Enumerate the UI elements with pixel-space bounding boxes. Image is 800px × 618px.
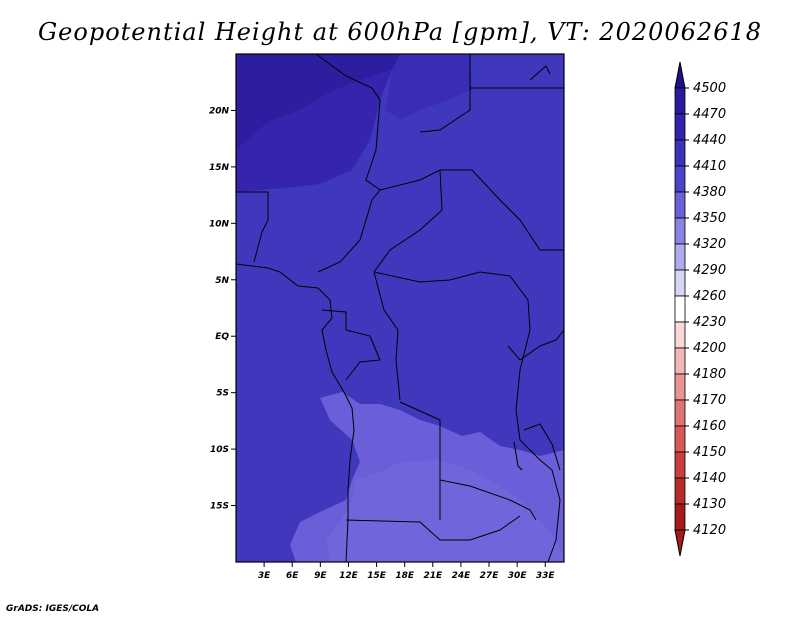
map-title: Geopotential Height at 600hPa [gpm], VT:… xyxy=(38,18,762,46)
lat-tick-label: 10N xyxy=(209,219,230,229)
colorbar-label: 4200 xyxy=(693,341,726,356)
lat-tick-label: 5N xyxy=(215,276,229,286)
colorbar-box xyxy=(674,217,686,245)
lat-tick-label: EQ xyxy=(215,332,229,342)
colorbar-box xyxy=(674,477,686,505)
height-field-high-north-central xyxy=(386,54,472,120)
lon-tick-label: 27E xyxy=(480,571,500,581)
colorbar-label: 4290 xyxy=(693,263,726,278)
latitude-axis: 20N 15N 10N 5N EQ 5S 10S 15S xyxy=(209,106,236,512)
colorbar-box xyxy=(674,113,686,141)
grads-credit: GrADS: IGES/COLA xyxy=(6,604,100,614)
lat-tick-label: 15N xyxy=(209,163,230,173)
lon-tick-label: 12E xyxy=(339,571,359,581)
height-field-high-north xyxy=(236,54,400,150)
height-field-low-south-inner xyxy=(326,460,564,562)
lon-tick-label: 30E xyxy=(508,571,528,581)
lon-tick-label: 6E xyxy=(286,571,299,581)
colorbar-box xyxy=(674,347,686,375)
lat-tick-label: 15S xyxy=(210,502,229,512)
map-frame xyxy=(235,53,565,563)
colorbar: 4500 4470 4440 4410 4380 4350 4320 4290 4260 4230… xyxy=(674,61,726,557)
colorbar-label: 4160 xyxy=(693,419,726,434)
map-panel xyxy=(235,53,565,563)
colorbar-box xyxy=(674,399,686,427)
lon-tick-label: 21E xyxy=(423,571,443,581)
colorbar-label: 4500 xyxy=(693,81,726,96)
colorbar-box xyxy=(674,243,686,271)
lon-tick-label: 24E xyxy=(452,571,472,581)
colorbar-box xyxy=(674,87,686,115)
lon-tick-label: 15E xyxy=(367,571,387,581)
colorbar-top-triangle xyxy=(674,61,686,89)
colorbar-label: 4410 xyxy=(693,159,726,174)
colorbar-label: 4180 xyxy=(693,367,726,382)
colorbar-label: 4150 xyxy=(693,445,726,460)
colorbar-box xyxy=(674,373,686,401)
colorbar-label: 4440 xyxy=(693,133,726,148)
colorbar-label: 4170 xyxy=(693,393,726,408)
colorbar-bottom-triangle xyxy=(674,529,686,557)
lat-tick-label: 20N xyxy=(209,106,230,116)
colorbar-label: 4260 xyxy=(693,289,726,304)
longitude-axis: 3E 6E 9E 12E 15E 18E 21E 24E 27E 30E 33E xyxy=(258,562,556,581)
colorbar-label: 4120 xyxy=(693,523,726,538)
height-field-high-northwest xyxy=(236,70,392,192)
colorbar-box xyxy=(674,165,686,193)
colorbar-box xyxy=(674,425,686,453)
colorbar-label: 4320 xyxy=(693,237,726,252)
colorbar-label: 4350 xyxy=(693,211,726,226)
colorbar-box xyxy=(674,321,686,349)
colorbar-box xyxy=(674,295,686,323)
lat-tick-label: 10S xyxy=(210,445,229,455)
colorbar-label: 4470 xyxy=(693,107,726,122)
lon-tick-label: 3E xyxy=(258,571,271,581)
colorbar-box xyxy=(674,191,686,219)
lon-tick-label: 9E xyxy=(314,571,327,581)
colorbar-box xyxy=(674,139,686,167)
lat-tick-label: 5S xyxy=(216,389,229,399)
coastlines xyxy=(235,53,565,563)
colorbar-label: 4130 xyxy=(693,497,726,512)
colorbar-box xyxy=(674,503,686,531)
colorbar-label: 4230 xyxy=(693,315,726,330)
colorbar-label: 4140 xyxy=(693,471,726,486)
colorbar-box xyxy=(674,451,686,479)
lon-tick-label: 33E xyxy=(536,571,556,581)
lon-tick-label: 18E xyxy=(395,571,415,581)
colorbar-label: 4380 xyxy=(693,185,726,200)
colorbar-box xyxy=(674,269,686,297)
